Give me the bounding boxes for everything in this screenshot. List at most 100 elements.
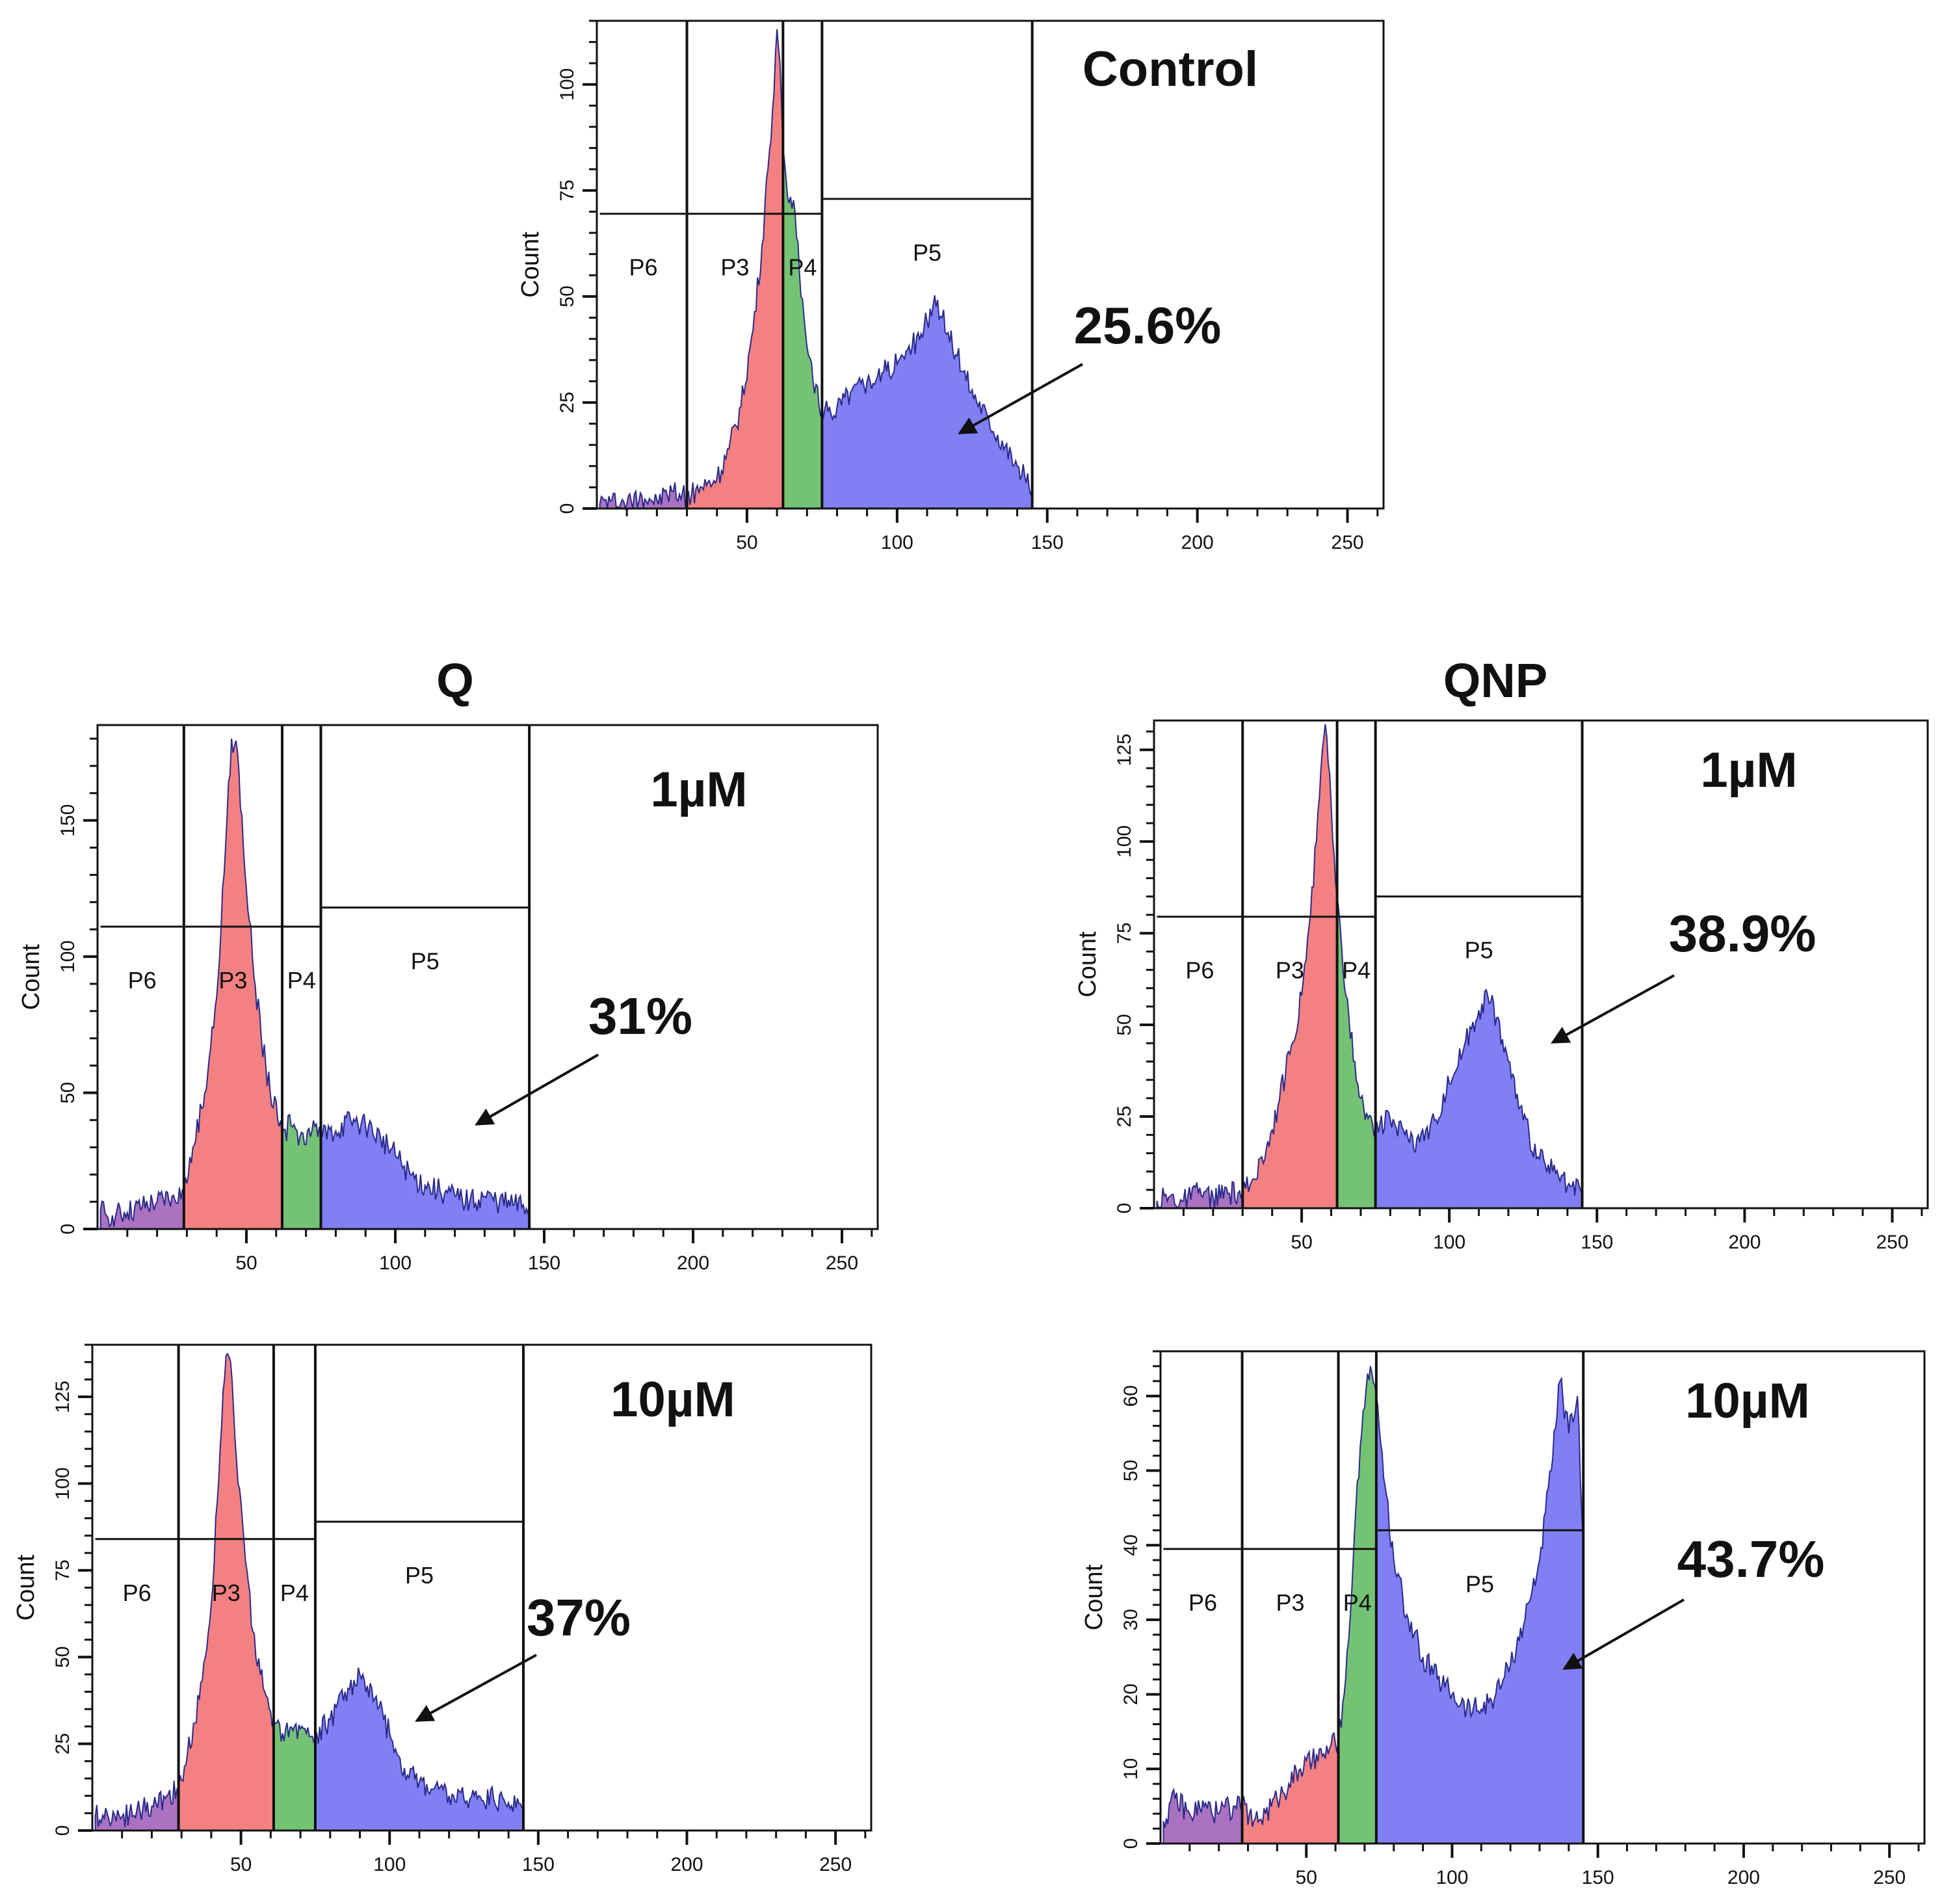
q-10um-p5-histogram-region	[314, 1667, 524, 1831]
qnp-10um-p5-histogram-region	[1375, 1376, 1584, 1844]
q-10um-y-tick-label: 75	[52, 1559, 73, 1581]
q-10um-annotation-arrow	[415, 1654, 537, 1722]
qnp-1um-x-tick-label: 100	[1433, 1232, 1465, 1253]
qnp-column-header: QNP	[1443, 654, 1547, 707]
q-1um-x-tick-label: 250	[826, 1252, 858, 1274]
qnp-10um-histogram-panel: P6 P3 P4 P5 50 100 150 200 250 0 10 20 30 40 50 60 Count…	[1081, 1350, 1926, 1888]
control-y-tick-label: 0	[557, 503, 578, 514]
qnp-10um-percentage-annotation: 43.7%	[1677, 1530, 1825, 1588]
q-10um-x-tick-label: 50	[230, 1854, 252, 1875]
control-x-tick-label: 250	[1332, 532, 1364, 553]
qnp-10um-y-tick-label: 30	[1120, 1609, 1142, 1630]
qnp-10um-y-tick-label: 0	[1120, 1838, 1142, 1849]
qnp-10um-y-tick-label: 50	[1120, 1460, 1142, 1481]
control-histogram-panel: P6 P3 P4 P5 50 100 150 200 250 0 25 50 75 100 Count Con…	[517, 20, 1385, 553]
qnp-10um-p4-gate-label: P4	[1343, 1589, 1372, 1616]
qnp-1um-p3-gate-label: P3	[1276, 957, 1304, 984]
qnp-10um-x-tick-label: 150	[1582, 1867, 1614, 1888]
control-p4-histogram-region	[782, 148, 823, 509]
control-p3-histogram-region	[686, 29, 784, 509]
qnp-1um-histogram-panel: P6 P3 P4 P5 50 100 150 200 250 0 25 50 75 100 125 Count…	[1074, 719, 1929, 1253]
control-p6-histogram-region	[599, 482, 688, 511]
qnp-1um-y-tick-label: 100	[1114, 825, 1135, 858]
q-1um-y-tick-label: 100	[57, 940, 79, 973]
control-y-tick-label: 50	[557, 285, 578, 307]
q-10um-x-tick-label: 100	[373, 1854, 406, 1875]
q-10um-y-tick-label: 0	[52, 1825, 73, 1836]
control-y-tick-label: 75	[557, 179, 578, 201]
qnp-1um-annotation-arrow	[1551, 974, 1675, 1044]
q-column-header: Q	[436, 654, 474, 707]
qnp-1um-x-tick-label: 150	[1581, 1232, 1613, 1253]
qnp-1um-p6-gate-label: P6	[1185, 957, 1214, 984]
qnp-10um-x-tick-label: 200	[1727, 1867, 1760, 1888]
q-10um-p6-gate-label: P6	[123, 1580, 151, 1606]
control-y-axis-label: Count	[517, 231, 544, 298]
q-10um-p5-gate-label: P5	[405, 1562, 434, 1589]
q-1um-p6-gate-label: P6	[128, 967, 157, 994]
control-y-tick-label: 100	[557, 68, 578, 101]
qnp-1um-x-tick-label: 50	[1291, 1232, 1312, 1253]
q-10um-y-tick-label: 100	[52, 1467, 73, 1500]
q-10um-p4-histogram-region	[272, 1718, 316, 1831]
q-1um-p3-gate-label: P3	[218, 967, 247, 994]
q-1um-y-tick-label: 150	[57, 804, 79, 837]
q-10um-y-axis-label: Count	[12, 1554, 40, 1620]
q-10um-p3-gate-label: P3	[212, 1580, 241, 1606]
qnp-1um-p3-histogram-region	[1242, 724, 1338, 1209]
control-percentage-annotation: 25.6%	[1074, 297, 1222, 354]
q-1um-x-tick-label: 100	[379, 1252, 412, 1274]
qnp-10um-p6-histogram-region	[1162, 1787, 1243, 1844]
q-10um-p3-histogram-region	[177, 1353, 274, 1831]
qnp-10um-p5-gate-label: P5	[1465, 1570, 1494, 1597]
control-condition-label: Control	[1082, 42, 1258, 97]
q-10um-x-tick-label: 200	[670, 1854, 703, 1875]
q-1um-y-axis-label: Count	[18, 944, 45, 1010]
q-10um-x-tick-label: 250	[819, 1854, 852, 1875]
q-1um-histogram-panel: P6 P3 P4 P5 50 100 150 200 250 0 50 100 150 Count 1µM 3…	[18, 724, 879, 1274]
control-p4-gate-label: P4	[788, 254, 817, 281]
qnp-10um-p6-gate-label: P6	[1188, 1589, 1217, 1616]
q-1um-y-tick-label: 50	[57, 1082, 79, 1104]
q-1um-x-tick-label: 50	[235, 1252, 257, 1274]
control-annotation-arrow	[958, 363, 1083, 434]
q-10um-condition-label: 10µM	[610, 1372, 735, 1427]
qnp-1um-y-tick-label: 25	[1114, 1105, 1135, 1127]
qnp-1um-p6-histogram-region	[1156, 1180, 1244, 1210]
q-1um-p3-histogram-region	[183, 738, 283, 1230]
control-x-tick-label: 50	[736, 532, 757, 553]
q-10um-y-tick-label: 25	[52, 1733, 73, 1754]
q-1um-p5-histogram-region	[320, 1111, 531, 1230]
q-1um-p4-gate-label: P4	[287, 967, 316, 994]
q-10um-p6-histogram-region	[94, 1780, 179, 1831]
qnp-10um-p3-gate-label: P3	[1276, 1589, 1305, 1616]
qnp-10um-plot-frame	[1159, 1350, 1926, 1845]
qnp-10um-y-tick-label: 40	[1120, 1535, 1142, 1556]
qnp-1um-plot-frame	[1153, 719, 1929, 1210]
control-x-tick-label: 150	[1031, 532, 1064, 553]
q-1um-condition-label: 1µM	[650, 762, 747, 817]
qnp-1um-y-tick-label: 50	[1114, 1014, 1135, 1035]
qnp-10um-y-axis-label: Count	[1081, 1564, 1108, 1630]
q-10um-y-tick-label: 50	[52, 1646, 73, 1668]
qnp-10um-y-tick-label: 20	[1120, 1684, 1142, 1705]
q-1um-y-tick-label: 0	[57, 1224, 79, 1235]
q-1um-p6-histogram-region	[99, 1187, 185, 1230]
control-y-tick-label: 25	[557, 391, 578, 413]
control-p3-gate-label: P3	[720, 254, 749, 281]
q-1um-x-tick-label: 200	[677, 1252, 709, 1274]
qnp-1um-p4-histogram-region	[1336, 896, 1376, 1209]
qnp-1um-x-tick-label: 250	[1876, 1232, 1908, 1253]
control-p6-gate-label: P6	[629, 254, 658, 281]
q-10um-x-tick-label: 150	[522, 1854, 555, 1875]
qnp-1um-p5-gate-label: P5	[1465, 937, 1493, 964]
qnp-1um-p4-gate-label: P4	[1342, 957, 1371, 984]
q-10um-y-tick-label: 125	[52, 1381, 73, 1413]
qnp-10um-p4-histogram-region	[1337, 1366, 1377, 1844]
q-10um-p4-gate-label: P4	[280, 1580, 309, 1606]
qnp-1um-y-tick-label: 75	[1114, 922, 1135, 944]
q-1um-annotation-arrow	[475, 1053, 599, 1126]
control-x-tick-label: 200	[1181, 532, 1214, 553]
qnp-10um-y-tick-label: 60	[1120, 1385, 1142, 1407]
